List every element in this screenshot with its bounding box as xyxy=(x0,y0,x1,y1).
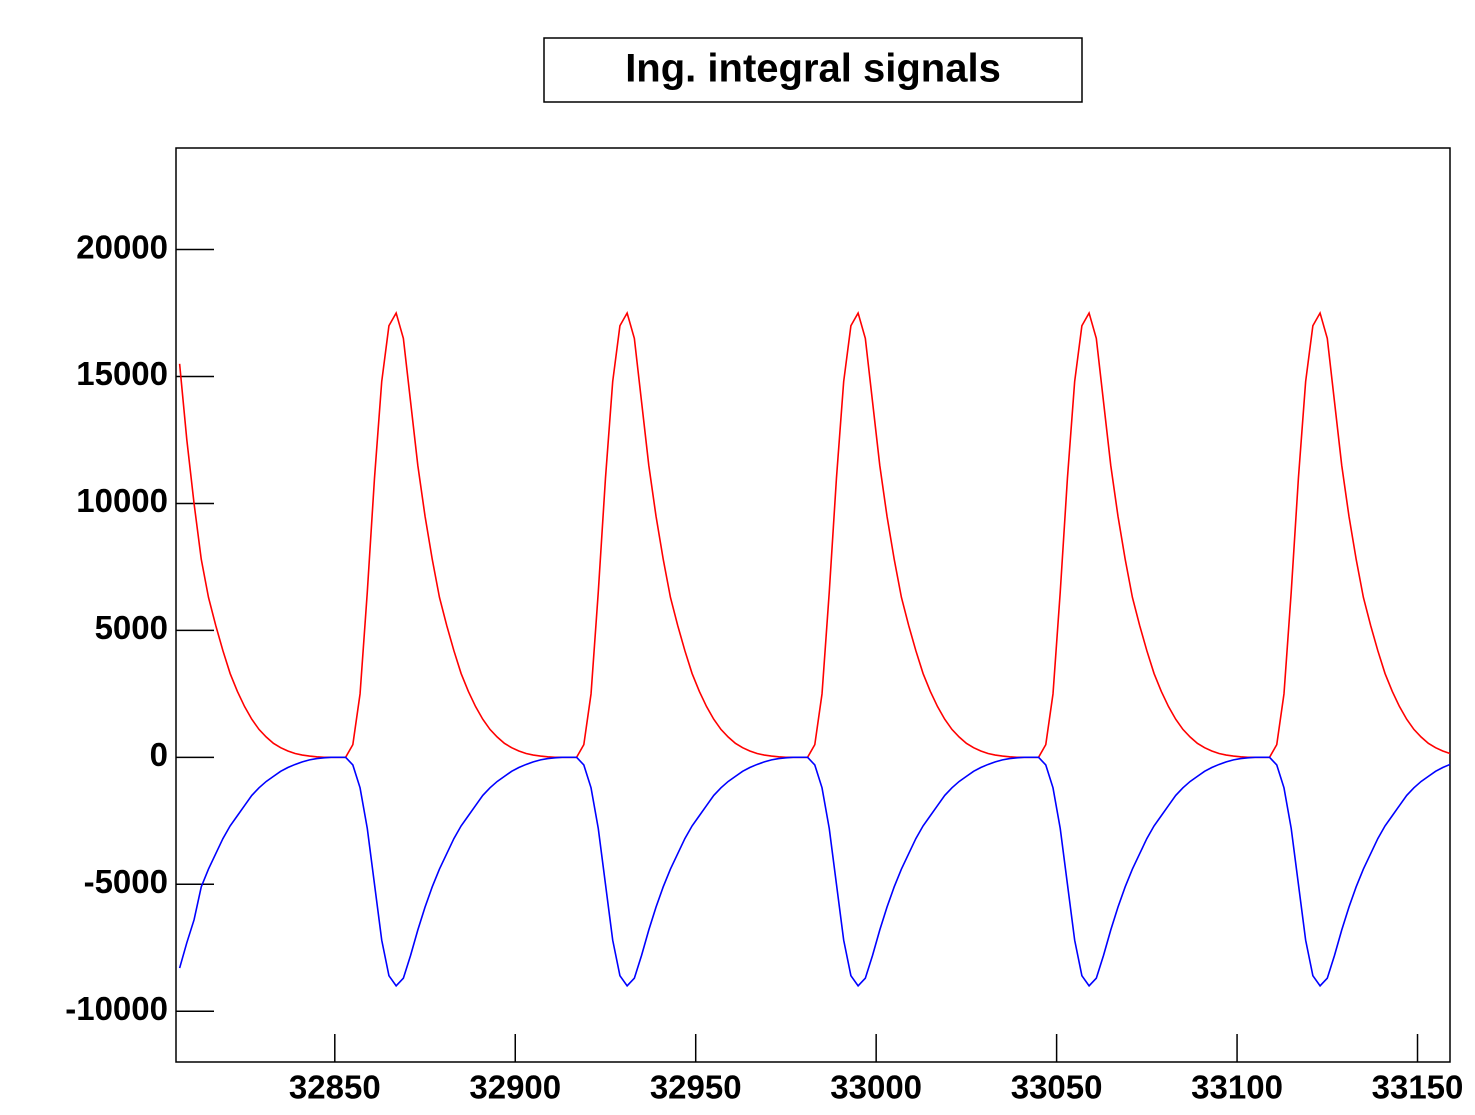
chart-title: Ing. integral signals xyxy=(625,47,1001,91)
y-tick-label: -10000 xyxy=(65,990,168,1027)
x-tick-label: 33150 xyxy=(1372,1069,1464,1106)
x-tick-label: 33000 xyxy=(830,1069,922,1106)
x-tick-label: 33050 xyxy=(1011,1069,1103,1106)
x-tick-label: 33100 xyxy=(1191,1069,1283,1106)
y-tick-label: 15000 xyxy=(76,355,168,392)
y-tick-label: 20000 xyxy=(76,228,168,265)
series-line xyxy=(178,310,1451,759)
series-line xyxy=(178,756,1451,988)
y-tick-label: 5000 xyxy=(95,609,168,646)
y-tick-label: 10000 xyxy=(76,482,168,519)
x-tick-label: 32950 xyxy=(650,1069,742,1106)
y-tick-label: -5000 xyxy=(84,863,168,900)
x-tick-label: 32850 xyxy=(289,1069,381,1106)
plot-frame xyxy=(175,147,1451,1063)
title-box xyxy=(543,37,1083,103)
y-tick-label: 0 xyxy=(150,736,168,773)
x-tick-label: 32900 xyxy=(469,1069,561,1106)
